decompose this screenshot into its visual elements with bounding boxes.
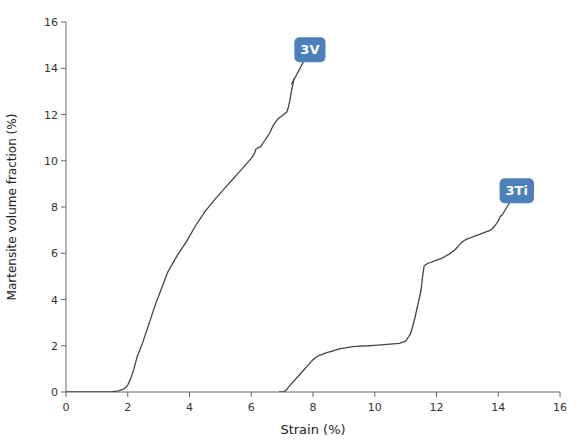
y-tick-label: 2 <box>51 340 58 353</box>
y-tick <box>61 114 66 115</box>
y-tick-label: 6 <box>51 247 58 260</box>
plot-area <box>66 79 501 392</box>
x-tick <box>66 392 67 397</box>
axes: 0 2 4 6 8 10 12 14 16 0 2 4 6 8 10 12 14 16 <box>44 16 567 414</box>
x-tick <box>251 392 252 397</box>
y-tick-label: 10 <box>44 155 58 168</box>
y-tick-label: 16 <box>44 16 58 29</box>
y-axis-label: Martensite volume fraction (%) <box>5 114 19 301</box>
x-tick-label: 14 <box>491 401 505 414</box>
y-tick <box>61 392 66 393</box>
y-tick <box>61 68 66 69</box>
chart-container: 0 2 4 6 8 10 12 14 16 0 2 4 6 8 10 12 14 16 Strain (%) Mart… <box>0 0 582 446</box>
y-tick-label: 8 <box>51 201 58 214</box>
annotation: 3Ti <box>500 178 534 216</box>
y-tick <box>61 22 66 23</box>
x-tick <box>127 392 128 397</box>
y-tick-label: 4 <box>51 294 58 307</box>
x-tick <box>374 392 375 397</box>
annotation-box <box>500 178 534 203</box>
annotations: 3V 3Ti <box>291 37 534 216</box>
line <box>279 215 501 392</box>
x-tick-label: 16 <box>553 401 567 414</box>
x-tick-label: 0 <box>63 401 70 414</box>
y-tick <box>61 253 66 254</box>
annotation-box <box>294 37 325 62</box>
x-tick <box>498 392 499 397</box>
line <box>66 79 294 392</box>
y-tick-label: 14 <box>44 62 58 75</box>
annotation-text: 3Ti <box>506 183 528 198</box>
x-axis-label: Strain (%) <box>280 422 345 437</box>
x-tick-label: 2 <box>124 401 131 414</box>
y-tick <box>61 345 66 346</box>
annotation: 3V <box>291 37 325 84</box>
y-tick <box>61 207 66 208</box>
x-tick <box>313 392 314 397</box>
x-tick <box>560 392 561 397</box>
x-tick-label: 8 <box>310 401 317 414</box>
y-tick <box>61 299 66 300</box>
x-tick <box>189 392 190 397</box>
x-tick-label: 4 <box>186 401 193 414</box>
y-tick-label: 0 <box>51 386 58 399</box>
x-tick-label: 10 <box>368 401 382 414</box>
x-tick-label: 6 <box>248 401 255 414</box>
annotation-text: 3V <box>300 42 319 57</box>
y-tick-label: 12 <box>44 109 58 122</box>
y-tick <box>61 160 66 161</box>
x-tick <box>436 392 437 397</box>
x-tick-label: 12 <box>430 401 444 414</box>
chart: 0 2 4 6 8 10 12 14 16 0 2 4 6 8 10 12 14 16 Strain (%) Mart… <box>0 0 582 446</box>
